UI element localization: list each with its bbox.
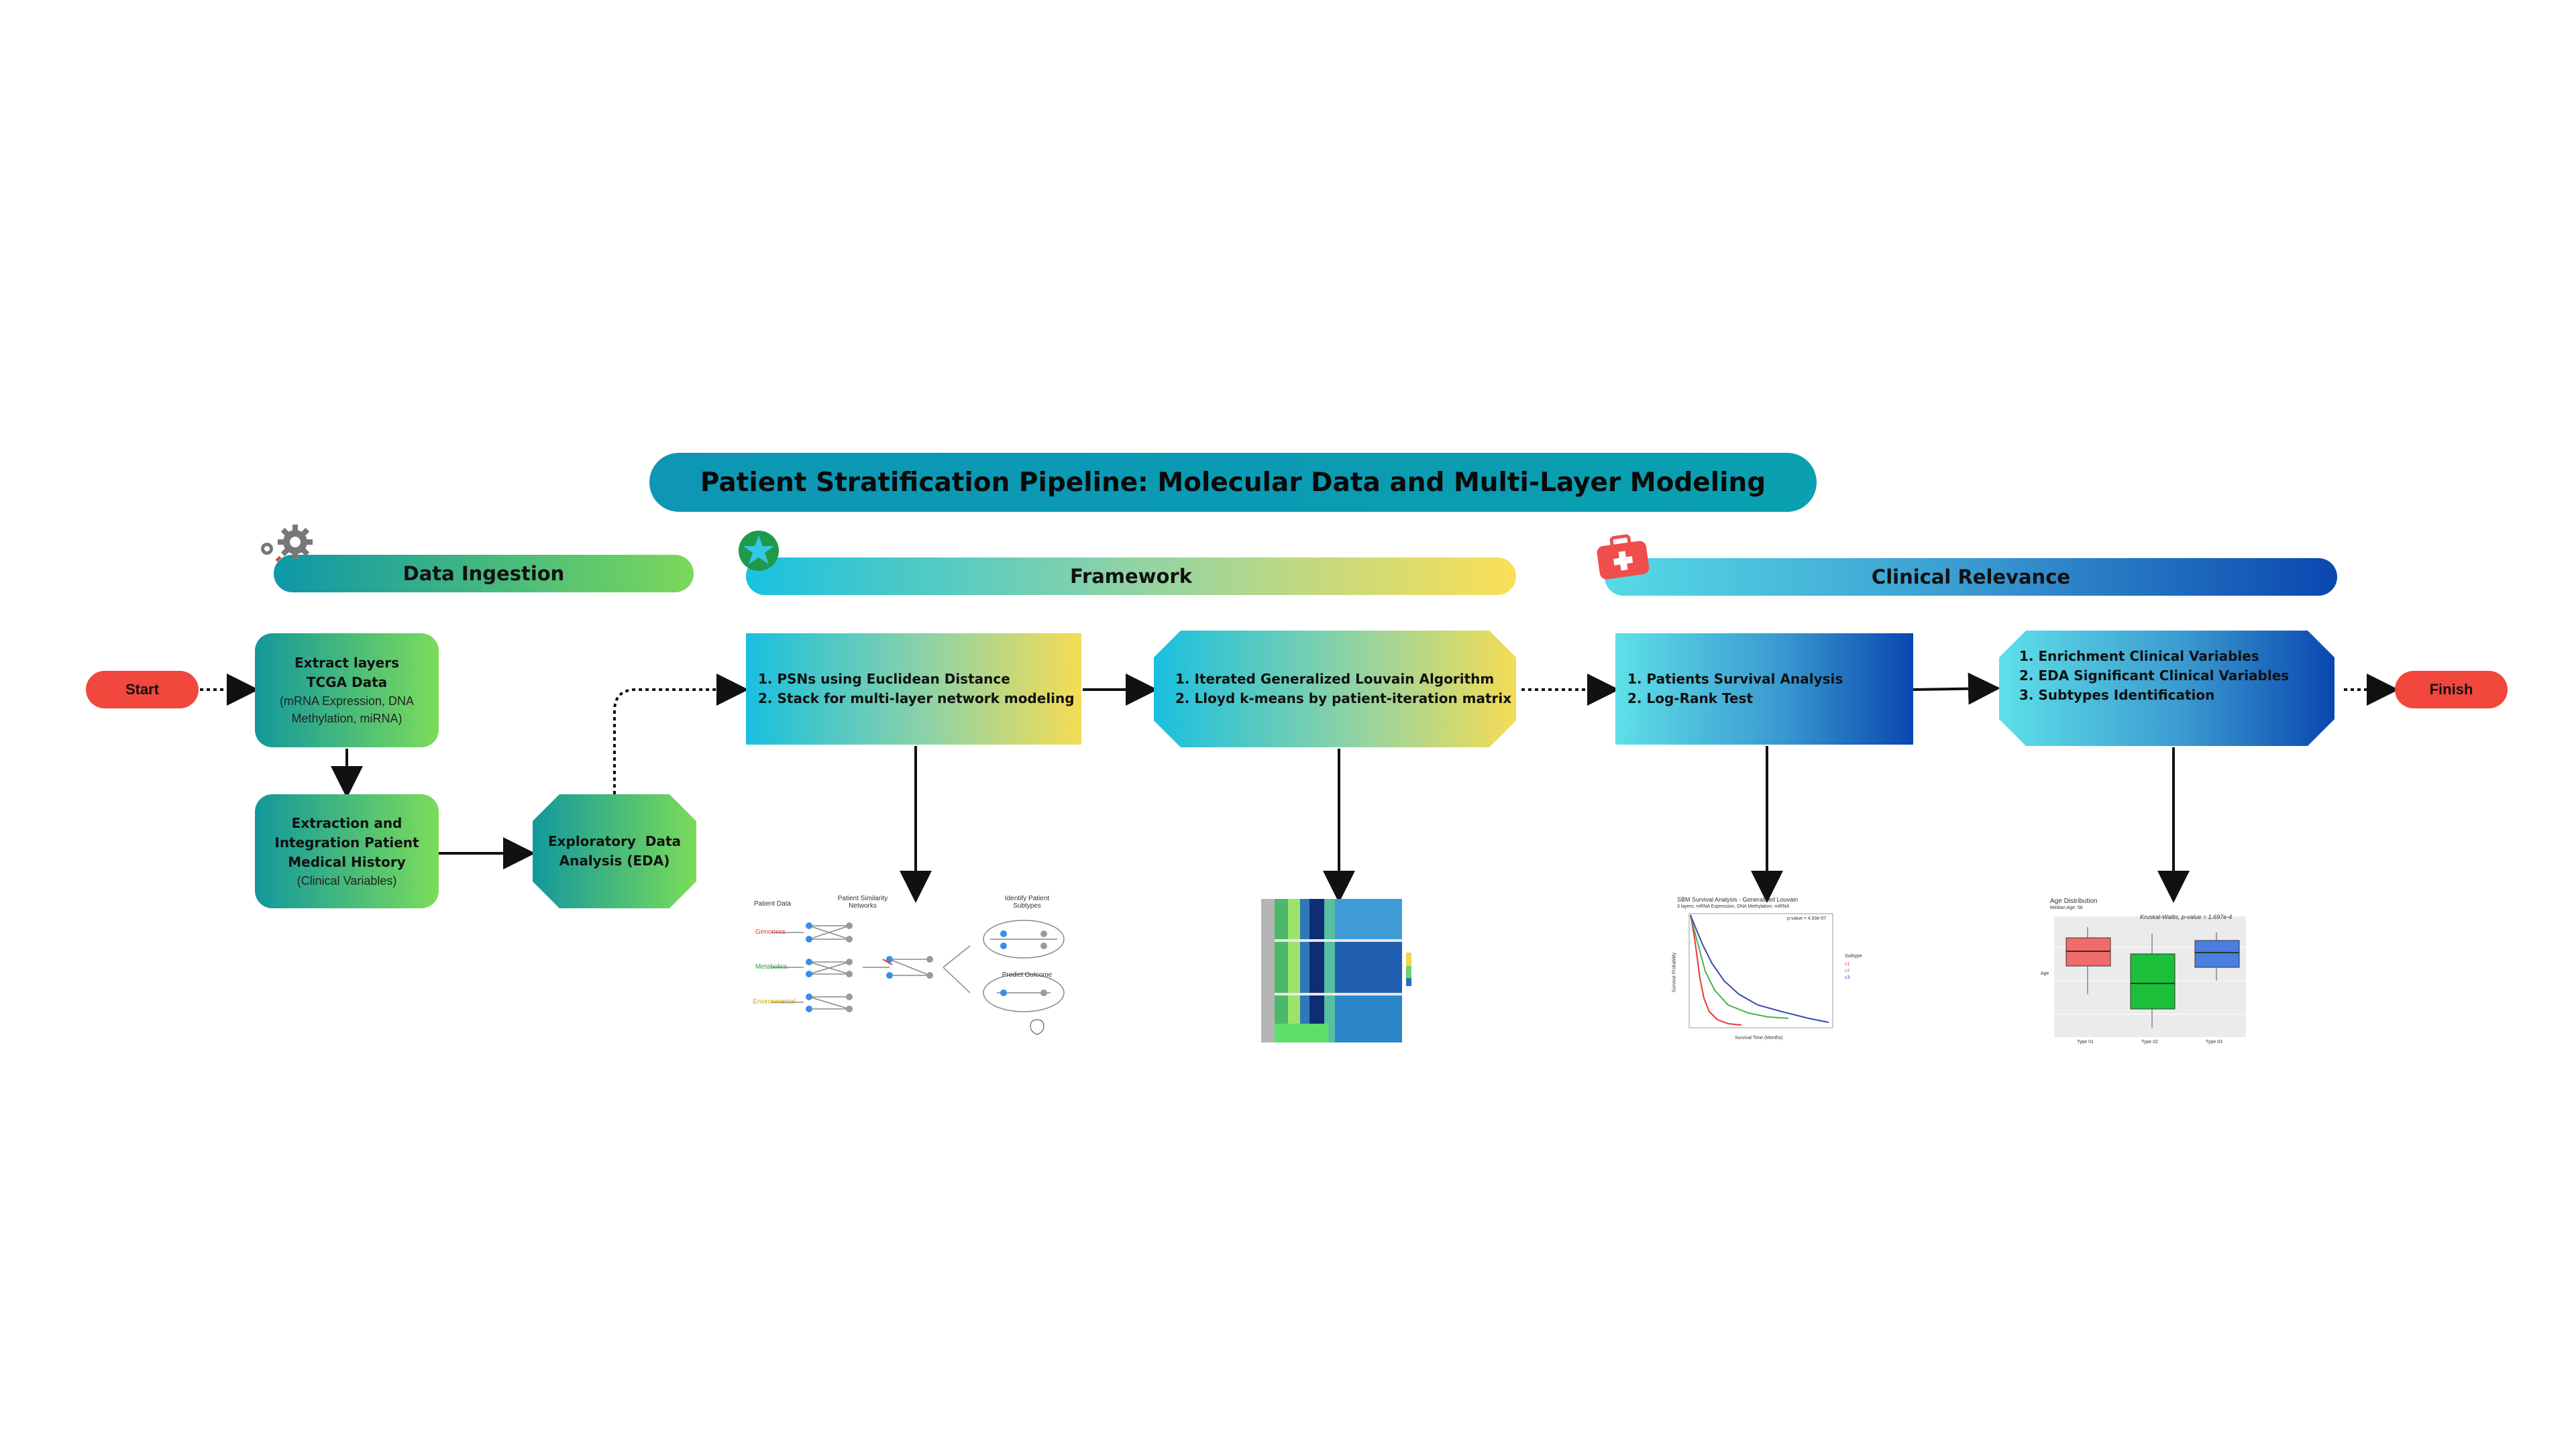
survival-legend-c1: c1 bbox=[1845, 962, 1850, 967]
integration-sub: (Clinical Variables) bbox=[297, 873, 397, 888]
eda-box: Exploratory Data Analysis (EDA) bbox=[533, 794, 696, 908]
gears-icon bbox=[261, 525, 313, 562]
age-category-3: Type 03 bbox=[2206, 1040, 2222, 1044]
survival-legend-title: Subtype bbox=[1845, 954, 1862, 959]
section-clinical-relevance: Clinical Relevance bbox=[1605, 558, 2337, 596]
heatmap-figure bbox=[1261, 899, 1422, 1042]
survival-title: SBM Survival Analysis - Generalized Louv… bbox=[1677, 896, 1799, 903]
enrichment-box: 1. Enrichment Clinical Variables 2. EDA … bbox=[1999, 631, 2334, 746]
extract-layers-box: Extract layers TCGA Data (mRNA Expressio… bbox=[255, 633, 439, 747]
extract-title-1: Extract layers bbox=[294, 655, 399, 671]
age-subtitle: Median Age: 58 bbox=[2050, 906, 2083, 910]
survival-subtitle: 3 layers: mRNA Expression, DNA Methylati… bbox=[1677, 904, 1790, 909]
medical-kit-icon bbox=[1597, 534, 1650, 580]
extract-sub: (mRNA Expression, DNA Methylation, miRNA… bbox=[279, 694, 415, 725]
louvain-box: 1. Iterated Generalized Louvain Algorith… bbox=[1154, 631, 1516, 747]
arrow-eda-to-framework bbox=[613, 674, 749, 794]
section-data-ingestion: Data Ingestion bbox=[274, 555, 694, 592]
survival-figure: SBM Survival Analysis - Generalized Louv… bbox=[1672, 896, 1869, 1045]
finish-terminal: Finish bbox=[2395, 671, 2508, 708]
badge-star-icon bbox=[739, 531, 779, 571]
survival-ylabel: Survival Probability bbox=[1672, 952, 1677, 993]
psn-layer-environmental: Environmental bbox=[753, 998, 796, 1006]
psn-box: 1. PSNs using Euclidean Distance 2. Stac… bbox=[746, 633, 1081, 745]
survival-pvalue: p-value = 4.93e-07 bbox=[1787, 916, 1827, 921]
psn-item-2: 2. Stack for multi-layer network modelin… bbox=[758, 690, 1075, 706]
extract-title-2: TCGA Data bbox=[306, 674, 388, 690]
survival-xlabel: Survival Time (Months) bbox=[1735, 1036, 1783, 1040]
psn-layer-genomics: Genomics bbox=[755, 928, 786, 936]
heatmap-graphic bbox=[1261, 899, 1411, 1042]
age-ylabel: Age bbox=[2041, 971, 2049, 976]
psn-predict-label: Predict Outcome bbox=[1002, 971, 1053, 979]
integration-title: Extraction and Integration Patient Medic… bbox=[274, 814, 419, 870]
psn-network-graphic bbox=[771, 920, 1065, 1035]
survival-item-2: 2. Log-Rank Test bbox=[1627, 690, 1753, 706]
survival-box: 1. Patients Survival Analysis 2. Log-Ran… bbox=[1615, 633, 1913, 745]
age-boxplot-figure: Age Distribution Median Age: 58 Kruskal-… bbox=[2039, 898, 2254, 1046]
enrichment-item-2: 2. EDA Significant Clinical Variables bbox=[2019, 667, 2290, 684]
age-title: Age Distribution bbox=[2050, 898, 2098, 905]
enrichment-item-1: 1. Enrichment Clinical Variables bbox=[2019, 648, 2259, 664]
pipeline-title: Patient Stratification Pipeline: Molecul… bbox=[649, 453, 1817, 512]
age-stat: Kruskal-Wallis, p-value = 1.697e-4 bbox=[2140, 914, 2233, 920]
psn-patient-data-label: Patient Data bbox=[754, 900, 792, 908]
psn-item-1: 1. PSNs using Euclidean Distance bbox=[758, 671, 1010, 687]
psn-figure: Patient Data Patient Similarity Networks… bbox=[749, 892, 1097, 1046]
survival-legend-c2: c2 bbox=[1845, 969, 1850, 973]
psn-similarity-label: Patient Similarity Networks bbox=[837, 895, 888, 910]
survival-item-1: 1. Patients Survival Analysis bbox=[1627, 671, 1843, 687]
section-framework: Framework bbox=[746, 557, 1516, 595]
arrow-survival-to-enrichment bbox=[1913, 672, 2000, 705]
louvain-item-1: 1. Iterated Generalized Louvain Algorith… bbox=[1175, 671, 1495, 687]
psn-layer-metabolics: Metabolics bbox=[755, 963, 788, 971]
age-category-1: Type 01 bbox=[2077, 1040, 2094, 1044]
start-terminal: Start bbox=[86, 671, 199, 708]
louvain-item-2: 2. Lloyd k-means by patient-iteration ma… bbox=[1175, 690, 1512, 706]
eda-label: Exploratory Data Analysis (EDA) bbox=[547, 833, 686, 869]
psn-identify-label: Identify Patient Subtypes bbox=[1004, 895, 1050, 910]
age-category-2: Type 02 bbox=[2141, 1040, 2158, 1044]
survival-plot bbox=[1688, 913, 1833, 1028]
survival-legend-c3: c3 bbox=[1845, 975, 1850, 980]
age-boxplot bbox=[2054, 916, 2246, 1037]
enrichment-item-3: 3. Subtypes Identification bbox=[2019, 687, 2215, 703]
integration-box: Extraction and Integration Patient Medic… bbox=[255, 794, 439, 908]
